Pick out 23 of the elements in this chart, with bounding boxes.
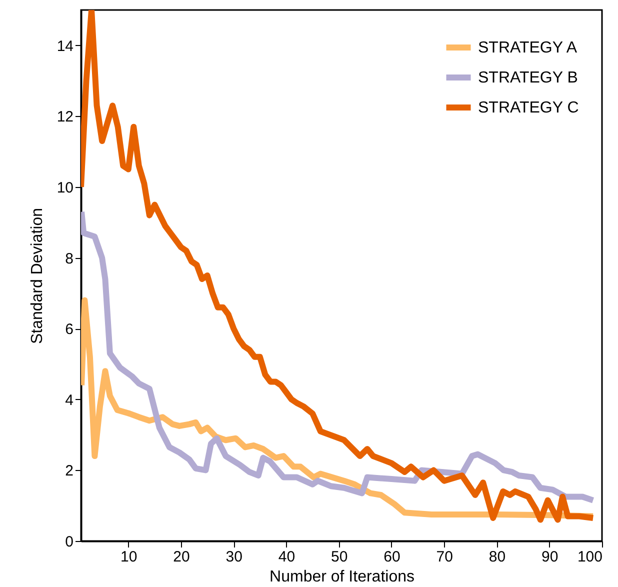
y-tick-label: 12 [56, 108, 74, 126]
x-axis-title: Number of Iterations [270, 568, 414, 586]
legend-label: STRATEGY A [478, 40, 578, 56]
y-tick-label: 14 [56, 38, 74, 55]
x-tick-label: 80 [488, 548, 506, 566]
x-tick-label: 30 [226, 548, 242, 566]
x-tick-label: 20 [173, 548, 190, 566]
y-tick-label: 2 [65, 462, 74, 480]
y-tick-label: 4 [65, 392, 74, 409]
x-tick-label: 70 [436, 548, 453, 566]
y-tick-label: 10 [56, 180, 74, 196]
legend-label: STRATEGY C [478, 100, 579, 116]
x-tick-label: 40 [278, 548, 296, 566]
x-tick-label: 100 [577, 548, 602, 566]
y-axis-title: Standard Deviation [28, 208, 46, 344]
y-tick-label: 6 [65, 321, 74, 338]
y-tick-label: 0 [65, 534, 74, 550]
x-tick-label: 10 [120, 548, 138, 566]
x-tick-label: 50 [331, 548, 348, 566]
x-tick-label: 60 [384, 548, 400, 566]
y-tick-label: 8 [65, 250, 74, 268]
x-tick-label: 90 [542, 548, 558, 566]
legend-label: STRATEGY B [478, 70, 578, 86]
